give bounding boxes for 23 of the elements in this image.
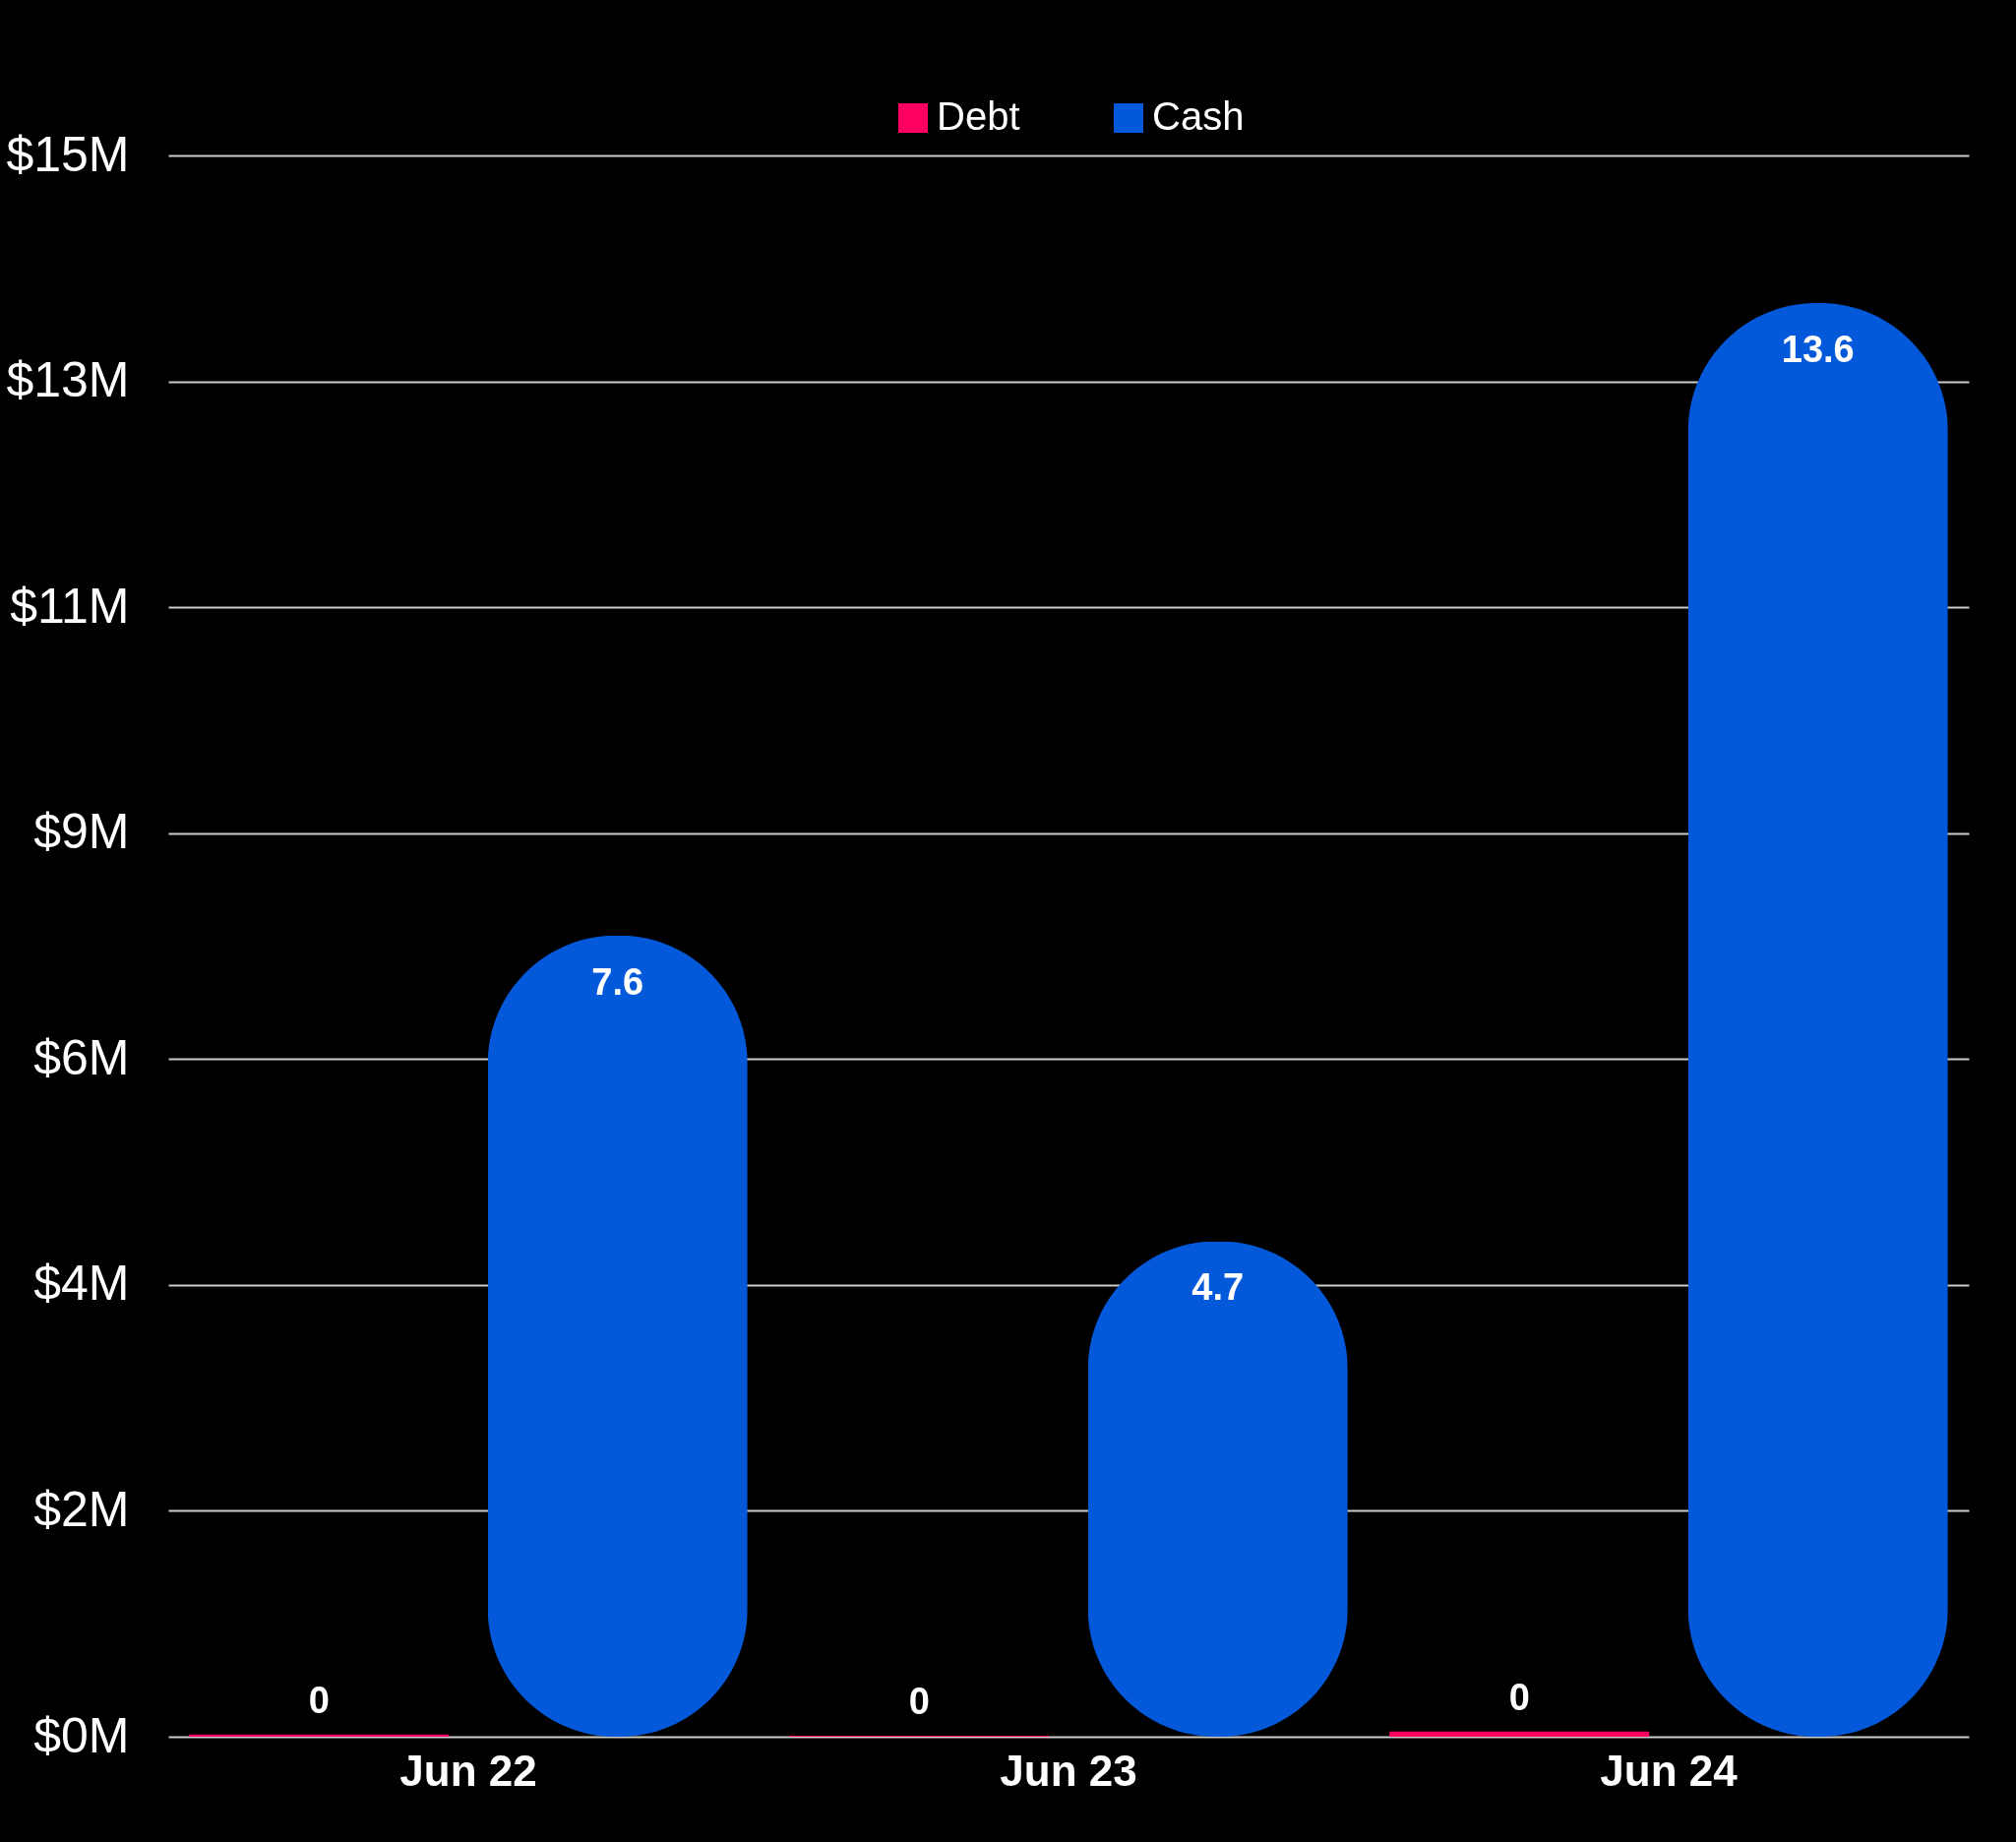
y-tick-label: $9M xyxy=(33,804,130,860)
x-tick-label: Jun 23 xyxy=(1000,1746,1137,1795)
legend-label: Cash xyxy=(1152,94,1245,138)
y-tick-label: $11M xyxy=(10,578,130,634)
bar xyxy=(189,1734,450,1737)
y-tick-label: $2M xyxy=(33,1481,130,1537)
y-tick-label: $13M xyxy=(6,352,130,408)
x-tick-label: Jun 22 xyxy=(399,1746,537,1795)
data-label: 0 xyxy=(1508,1676,1530,1718)
y-tick-label: $0M xyxy=(33,1707,130,1763)
bar xyxy=(1687,302,1948,1737)
data-label: 0 xyxy=(308,1679,330,1721)
bar xyxy=(1389,1731,1650,1737)
data-label: 4.7 xyxy=(1191,1266,1245,1309)
data-label: 0 xyxy=(908,1680,930,1722)
bar xyxy=(487,935,748,1737)
y-tick-label: $15M xyxy=(6,126,130,182)
x-tick-label: Jun 24 xyxy=(1600,1746,1739,1795)
data-label: 13.6 xyxy=(1781,328,1855,370)
legend-label: Debt xyxy=(937,94,1020,138)
y-tick-label: $4M xyxy=(33,1256,130,1312)
y-tick-label: $6M xyxy=(33,1029,130,1085)
data-label: 7.6 xyxy=(591,960,644,1003)
